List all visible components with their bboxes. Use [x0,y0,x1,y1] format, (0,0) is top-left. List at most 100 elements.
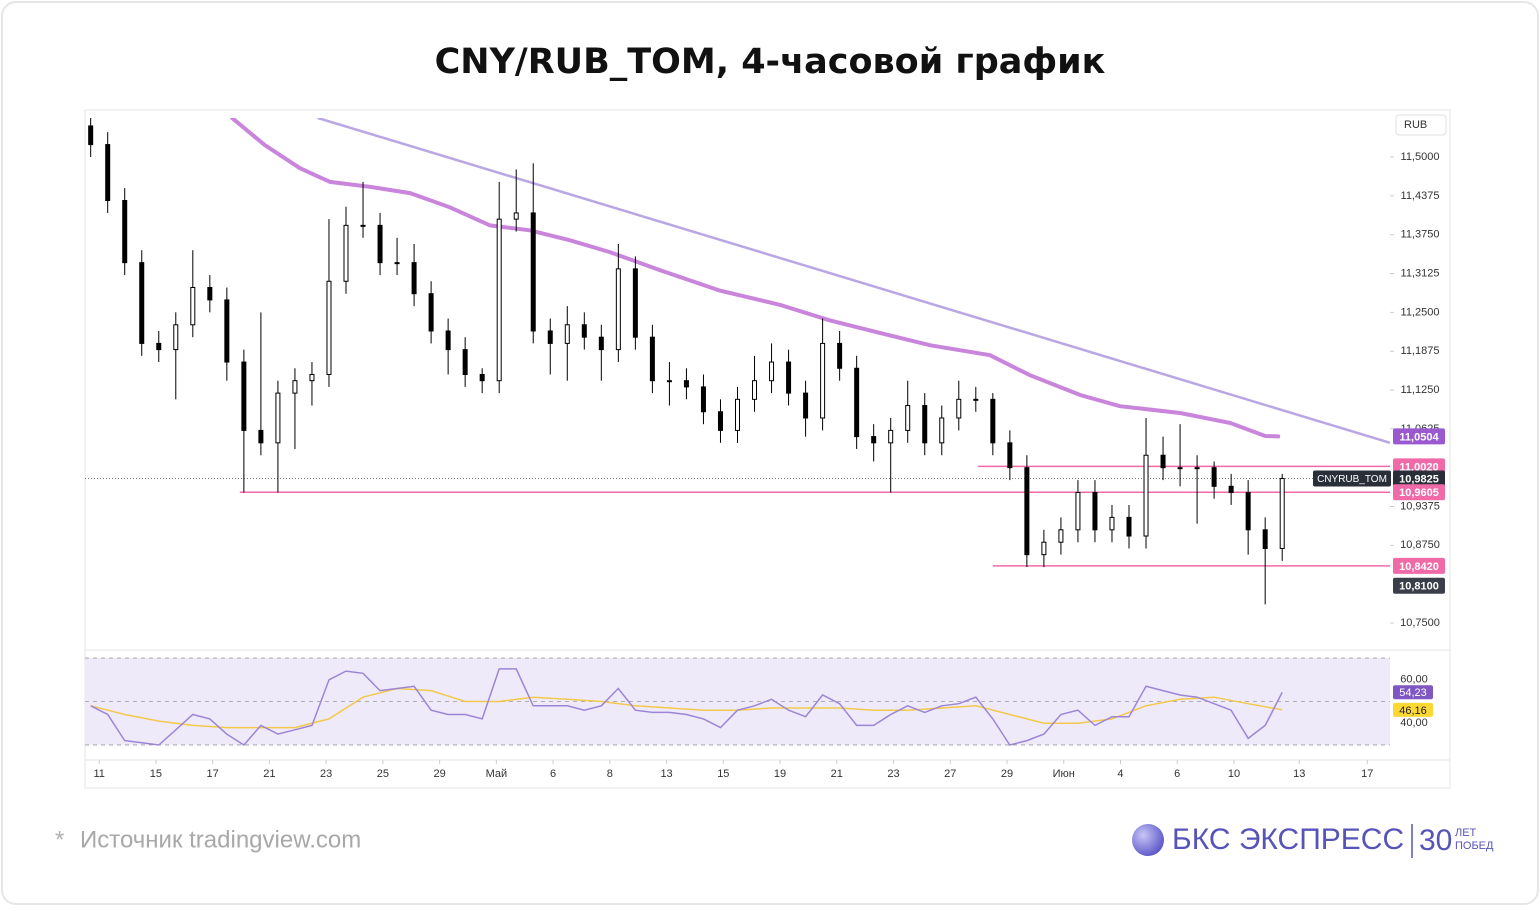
candle-body [735,398,740,431]
candle-body [769,361,775,382]
x-tick-label: 23 [320,768,332,780]
candle-body [939,417,945,444]
rsi-label-box [1393,702,1433,717]
candle-body [871,436,877,444]
candle-body [445,330,451,351]
price-label-box [1393,577,1445,594]
anniversary: 30 [1419,824,1452,857]
y-tick-label: 11,1875 [1401,345,1440,357]
candle-body [803,392,809,419]
candle-body [496,218,502,382]
price-label-box [1393,484,1445,501]
candle-body [956,398,962,419]
candle-body [752,380,758,400]
candle-body [394,262,400,265]
candle-body [632,268,638,338]
candle-body [258,429,264,444]
price-label-box [1393,428,1445,445]
candle-body [1160,454,1166,469]
price-label: 10,9825 [1399,473,1439,485]
y-tick-label: 10,8750 [1400,539,1440,551]
candle-body [411,262,417,295]
candle-body [854,367,860,438]
candle-body [241,361,247,431]
y-tick-label: 11,3750 [1401,229,1440,241]
x-tick-label: 23 [887,768,899,780]
candle-body [1211,467,1217,487]
unit-box [1395,114,1447,136]
price-label: 11,0020 [1399,461,1438,473]
moving-average [230,118,1281,439]
candle-body [343,224,349,282]
y-tick-label: 10,7500 [1400,617,1440,629]
candle-body [190,286,196,326]
x-tick-label: 17 [1361,768,1373,780]
x-tick-label: 21 [263,768,275,780]
x-tick-label: 4 [1117,768,1123,780]
x-tick-label: 29 [433,768,445,780]
candle-body [479,373,485,382]
chart-frame [84,109,1451,789]
candle-body [1143,454,1149,537]
candle-body [683,380,689,388]
candle-body [309,373,315,382]
candle-body [973,398,979,401]
candle-body [615,268,621,351]
candle-body [649,336,655,382]
candle-body [326,280,332,375]
trendline [317,118,1390,444]
candle-body [156,342,162,351]
candle-body [1126,516,1132,537]
x-tick-label: 13 [660,768,672,780]
candle-body [1262,529,1268,549]
brand: БКС ЭКСПРЕСС [1172,823,1404,856]
symbol-label-box [1313,470,1391,487]
candle-body [990,398,996,444]
x-tick-label: 29 [1001,768,1013,780]
x-tick-label: 8 [607,768,613,780]
candle-body [786,361,792,394]
x-tick-label: 17 [207,768,219,780]
candle-body [1007,442,1013,469]
candle-body [105,144,111,202]
source-marker: * [55,826,64,853]
x-tick-label: 10 [1228,768,1240,780]
candle-body [1109,516,1115,531]
candle-body [122,200,128,264]
anniversary-top: ЛЕТ [1455,827,1477,839]
axes: 10,750010,875010,937511,062511,125011,18… [93,151,1445,780]
anniversary-bottom: ПОБЕД [1455,840,1494,852]
candle-body [666,380,672,383]
candle-body [1228,485,1234,494]
rsi-panel [85,657,1390,746]
candle-body [1194,467,1200,470]
price-label: 10,9605 [1399,487,1439,499]
candle-body [1092,492,1098,531]
symbol-label: CNYRUB_TOM [1317,474,1387,485]
y-unit: RUB [1404,119,1427,131]
x-tick-label: 15 [150,768,162,780]
rsi-line [90,668,1283,746]
price-label: 10,8420 [1399,561,1439,573]
candle-body [1058,529,1064,543]
candle-body [837,342,843,369]
candle-body [1041,541,1047,556]
price-label: 11,0504 [1399,431,1439,443]
candle-body [462,349,468,375]
rsi-label: 46,16 [1399,705,1427,717]
candle-body [275,392,281,444]
x-tick-label: 15 [717,768,729,780]
candle-body [598,336,604,351]
candle-body [139,262,145,344]
candle-body [1245,492,1251,531]
candle-body [1177,467,1183,470]
y-tick-label: 10,9375 [1400,500,1440,512]
y-tick-label: 11,4375 [1401,190,1440,202]
candle-body [1024,467,1030,556]
candle-body [513,212,519,220]
x-tick-label: Июн [1053,768,1075,780]
rsi-label: 54,23 [1399,687,1427,699]
x-tick-label: 13 [1293,768,1305,780]
